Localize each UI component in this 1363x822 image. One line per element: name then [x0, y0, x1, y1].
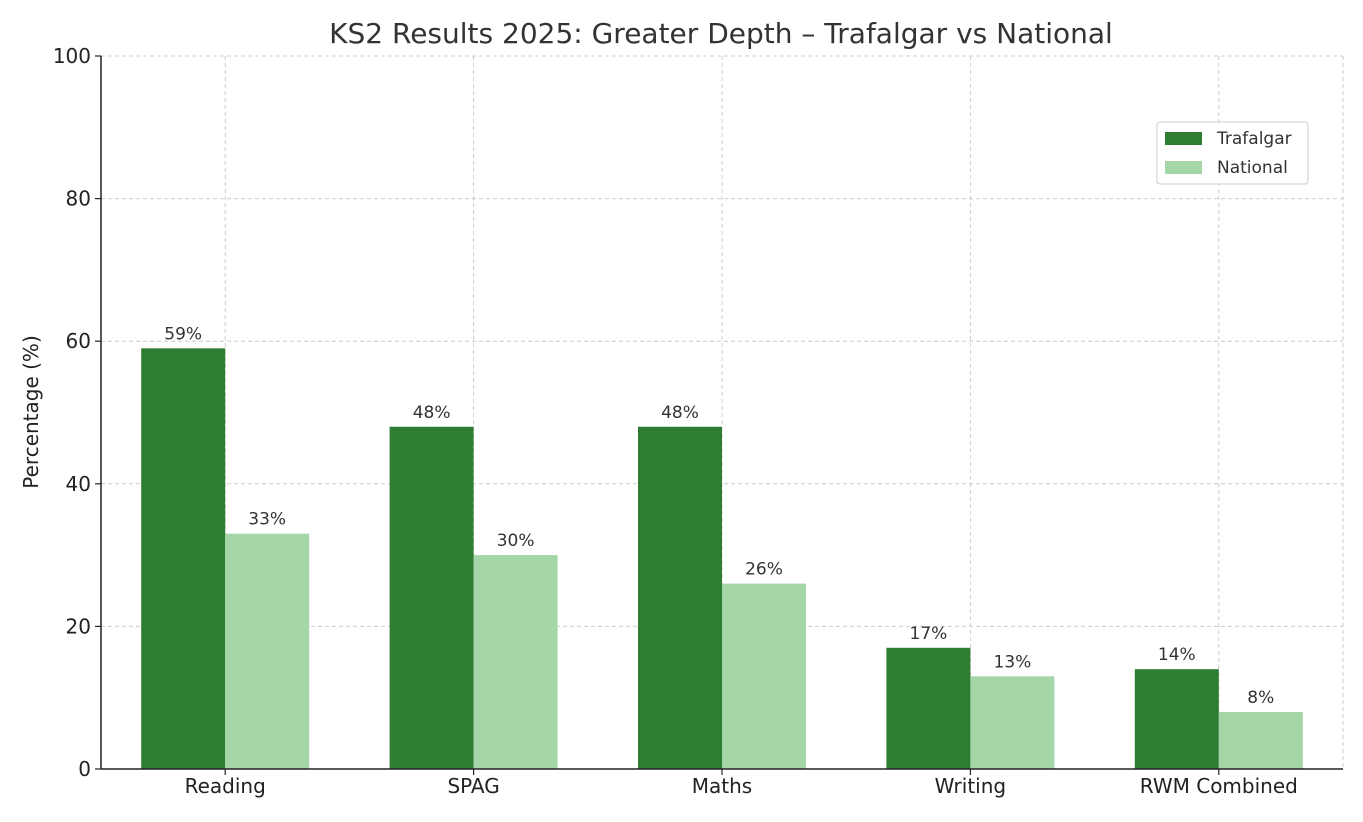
bar-trafalgar	[141, 348, 226, 769]
bar-national	[225, 533, 310, 769]
legend: Trafalgar National	[1156, 121, 1309, 185]
y-axis-label: Percentage (%)	[19, 335, 43, 488]
y-tick-label: 0	[78, 757, 91, 781]
data-label: 17%	[910, 624, 948, 644]
data-label: 48%	[661, 403, 699, 423]
chart-title: KS2 Results 2025: Greater Depth – Trafal…	[329, 17, 1113, 50]
x-tick-label: RWM Combined	[1140, 774, 1298, 798]
y-tick-label: 100	[53, 44, 91, 68]
legend-label-trafalgar: Trafalgar	[1216, 129, 1292, 149]
x-tick-label: Maths	[692, 774, 752, 798]
data-label: 30%	[497, 531, 535, 551]
x-tick-label: Reading	[185, 774, 266, 798]
bar-trafalgar	[638, 426, 722, 769]
bar-national	[473, 555, 558, 769]
bar-trafalgar	[886, 647, 971, 769]
bar-national	[1218, 711, 1303, 769]
bar-national	[970, 676, 1055, 769]
data-label: 8%	[1247, 688, 1274, 708]
data-label: 33%	[248, 510, 286, 530]
bars	[141, 348, 1303, 769]
data-label: 13%	[994, 652, 1032, 672]
data-labels: 59% 48% 48% 17% 14% 33% 30% 26% 13% 8%	[164, 324, 1274, 708]
data-label: 14%	[1158, 645, 1196, 665]
data-label: 59%	[164, 324, 202, 344]
y-tick-label: 20	[66, 614, 91, 638]
y-tick-label: 60	[66, 329, 91, 353]
bar-trafalgar	[389, 426, 474, 769]
legend-swatch-trafalgar	[1165, 132, 1202, 145]
data-label: 26%	[745, 560, 783, 580]
data-label: 48%	[413, 403, 451, 423]
y-tick-label: 40	[66, 472, 91, 496]
x-tick-label: Writing	[935, 774, 1006, 798]
axes: 0 20 40 60 80 100 Reading SPAG Maths Writing RWM C…	[53, 44, 1343, 798]
legend-swatch-national	[1165, 161, 1202, 174]
bar-national	[722, 583, 806, 769]
y-tick-label: 80	[66, 187, 91, 211]
legend-label-national: National	[1217, 158, 1288, 178]
x-tick-label: SPAG	[447, 774, 499, 798]
bar-trafalgar	[1134, 669, 1219, 769]
